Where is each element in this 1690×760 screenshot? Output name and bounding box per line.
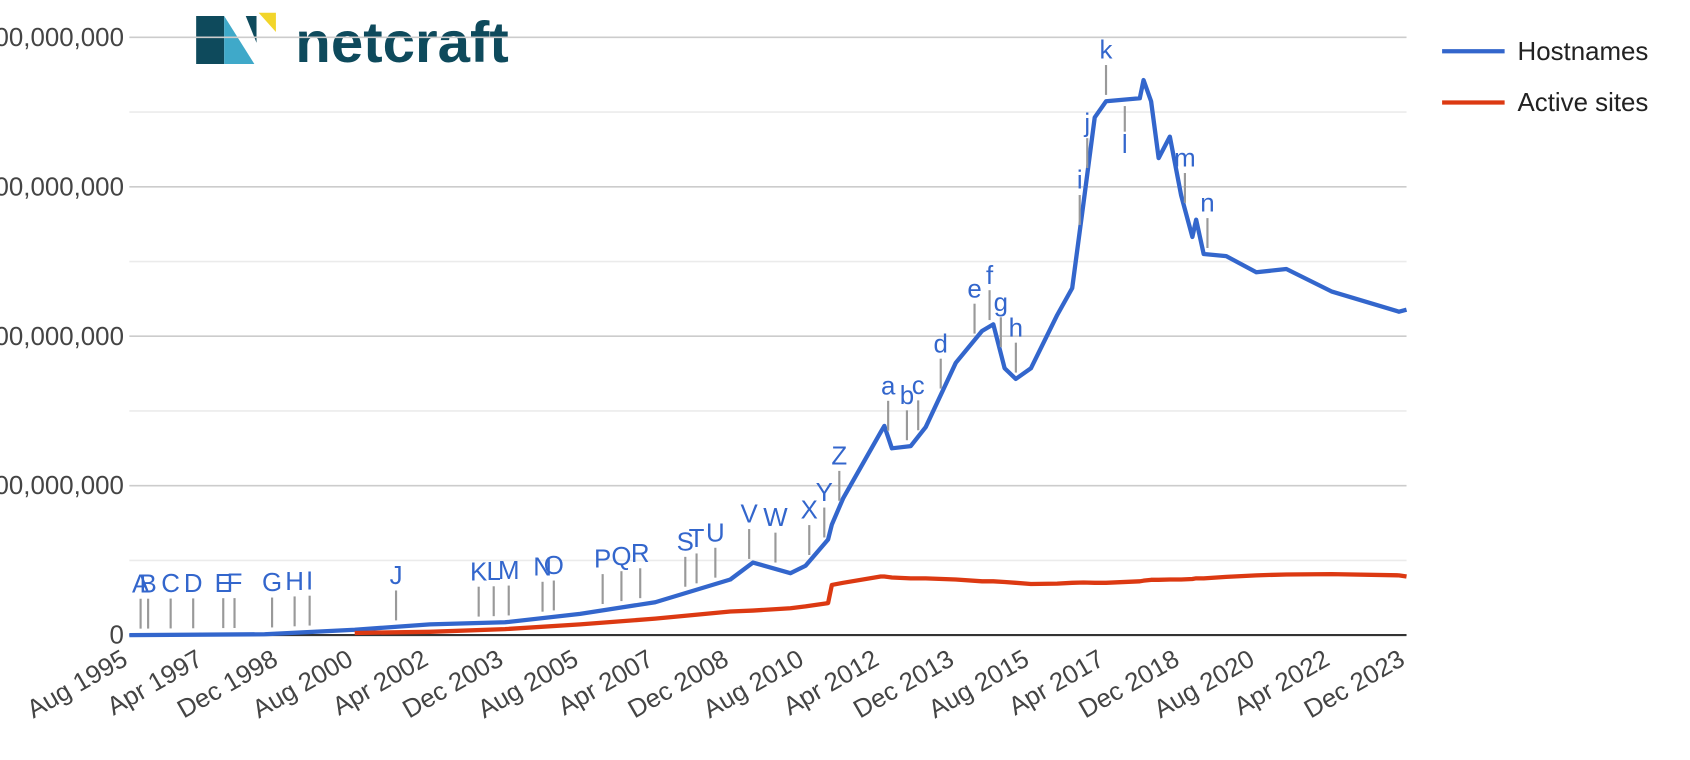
- annotation-label: D: [184, 570, 203, 598]
- annotation-label: E: [215, 570, 232, 598]
- annotation-label: M: [498, 557, 520, 585]
- annotation-label: b: [900, 382, 914, 410]
- logo-text: netcraft: [295, 11, 508, 75]
- y-tick-label: 1,500,000,000: [0, 173, 124, 201]
- y-tick-label: 2,000,000,000: [0, 24, 124, 52]
- annotation-label: Q: [611, 543, 631, 571]
- annotation-label: C: [161, 570, 180, 598]
- logo-icon: [245, 16, 257, 43]
- annotation-label: l: [1122, 131, 1128, 159]
- annotation-label: m: [1174, 145, 1196, 173]
- y-tick-label: 1,000,000,000: [0, 323, 124, 351]
- annotation-label: A: [132, 570, 150, 598]
- logo: netcraft: [196, 11, 509, 75]
- annotation-label: V: [741, 501, 759, 529]
- annotation-label: R: [631, 540, 650, 568]
- annotation-label: X: [801, 497, 818, 525]
- logo-icon: [196, 16, 225, 65]
- legend-label: Active sites: [1518, 89, 1649, 117]
- annotation-label: g: [994, 289, 1008, 317]
- annotation-label: G: [262, 569, 282, 597]
- annotation-label: S: [677, 529, 694, 557]
- annotation-label: Z: [831, 443, 847, 471]
- series-line: [354, 572, 1407, 636]
- annotation-label: U: [706, 519, 725, 547]
- annotation-label: c: [912, 372, 925, 400]
- annotation-label: N: [533, 553, 552, 581]
- series-line: [129, 77, 1408, 638]
- annotation-label: J: [390, 562, 403, 590]
- legend-label: Hostnames: [1518, 38, 1649, 66]
- annotation-label: T: [689, 525, 705, 553]
- annotation-label: L: [487, 558, 501, 586]
- annotation-label: f: [986, 262, 994, 290]
- annotation-label: h: [1009, 314, 1023, 342]
- annotation-label: H: [285, 568, 304, 596]
- annotation-label: W: [763, 504, 788, 532]
- annotation-label: i: [1077, 167, 1083, 195]
- y-tick-label: 500,000,000: [0, 472, 124, 500]
- annotation-label: B: [139, 570, 156, 598]
- annotation-label: F: [227, 570, 243, 598]
- logo-icon: [258, 12, 276, 33]
- annotation-label: P: [594, 546, 611, 574]
- annotation-label: Y: [816, 479, 833, 507]
- annotation-label: k: [1100, 37, 1113, 65]
- annotation-label: O: [544, 552, 564, 580]
- annotation-label: n: [1200, 190, 1214, 218]
- y-tick-label: 0: [110, 622, 124, 650]
- annotation-label: e: [967, 275, 981, 303]
- annotation-label: a: [881, 373, 896, 401]
- annotation-label: K: [470, 558, 487, 586]
- annotation-label: I: [306, 567, 313, 595]
- annotation-label: d: [934, 330, 948, 358]
- annotation-label: j: [1083, 110, 1090, 138]
